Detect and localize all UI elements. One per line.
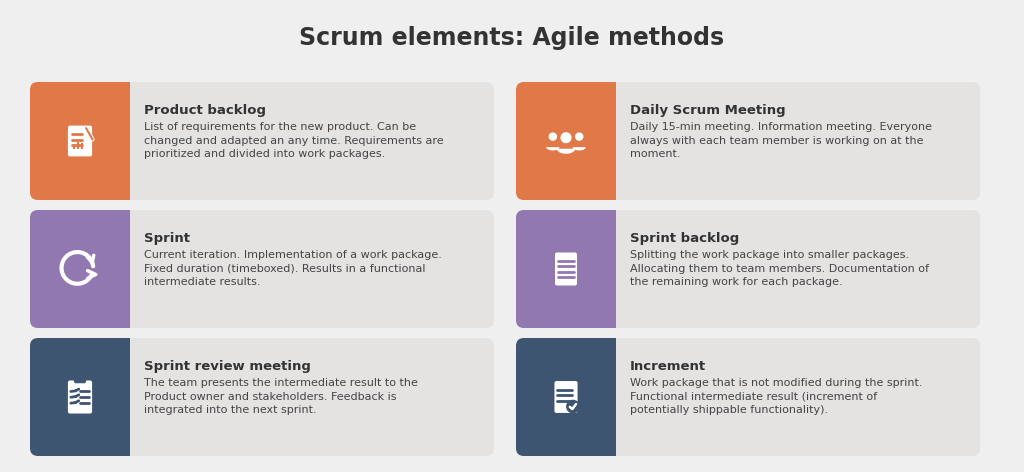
Bar [81, 143, 83, 149]
Circle shape [561, 133, 570, 143]
Polygon shape [572, 147, 586, 151]
FancyBboxPatch shape [516, 210, 980, 328]
Circle shape [549, 133, 556, 140]
Text: Splitting the work package into smaller packages.
Allocating them to team member: Splitting the work package into smaller … [630, 250, 929, 287]
FancyBboxPatch shape [516, 338, 616, 456]
FancyBboxPatch shape [68, 380, 92, 413]
Bar [74, 145, 76, 149]
Bar [606, 82, 616, 200]
Text: Increment: Increment [630, 360, 707, 373]
Text: Daily 15-min meeting. Information meeting. Everyone
always with each team member: Daily 15-min meeting. Information meetin… [630, 122, 932, 159]
Bar [77, 142, 79, 149]
Text: Scrum elements: Agile methods: Scrum elements: Agile methods [299, 26, 725, 50]
Circle shape [575, 133, 583, 140]
Text: Sprint: Sprint [144, 232, 190, 245]
FancyBboxPatch shape [555, 253, 577, 286]
Bar [606, 210, 616, 328]
Polygon shape [557, 149, 575, 154]
FancyBboxPatch shape [68, 126, 92, 156]
Text: Work package that is not modified during the sprint.
Functional intermediate res: Work package that is not modified during… [630, 378, 923, 415]
Text: Daily Scrum Meeting: Daily Scrum Meeting [630, 104, 785, 117]
FancyBboxPatch shape [30, 82, 130, 200]
Circle shape [566, 400, 580, 413]
FancyBboxPatch shape [30, 338, 494, 456]
FancyBboxPatch shape [30, 338, 130, 456]
FancyBboxPatch shape [554, 381, 578, 413]
FancyBboxPatch shape [516, 82, 616, 200]
Text: Sprint review meeting: Sprint review meeting [144, 360, 311, 373]
Bar [120, 210, 130, 328]
FancyBboxPatch shape [516, 82, 980, 200]
Text: The team presents the intermediate result to the
Product owner and stakeholders.: The team presents the intermediate resul… [144, 378, 418, 415]
Text: Sprint backlog: Sprint backlog [630, 232, 739, 245]
Bar [606, 338, 616, 456]
FancyBboxPatch shape [30, 210, 130, 328]
FancyBboxPatch shape [30, 210, 494, 328]
FancyBboxPatch shape [74, 378, 86, 383]
FancyBboxPatch shape [516, 210, 616, 328]
FancyBboxPatch shape [30, 82, 494, 200]
Bar [120, 338, 130, 456]
Text: Current iteration. Implementation of a work package.
Fixed duration (timeboxed).: Current iteration. Implementation of a w… [144, 250, 442, 287]
FancyBboxPatch shape [516, 338, 980, 456]
Bar [120, 82, 130, 200]
Polygon shape [546, 147, 559, 151]
Text: Product backlog: Product backlog [144, 104, 266, 117]
Text: List of requirements for the new product. Can be
changed and adapted an any time: List of requirements for the new product… [144, 122, 443, 159]
